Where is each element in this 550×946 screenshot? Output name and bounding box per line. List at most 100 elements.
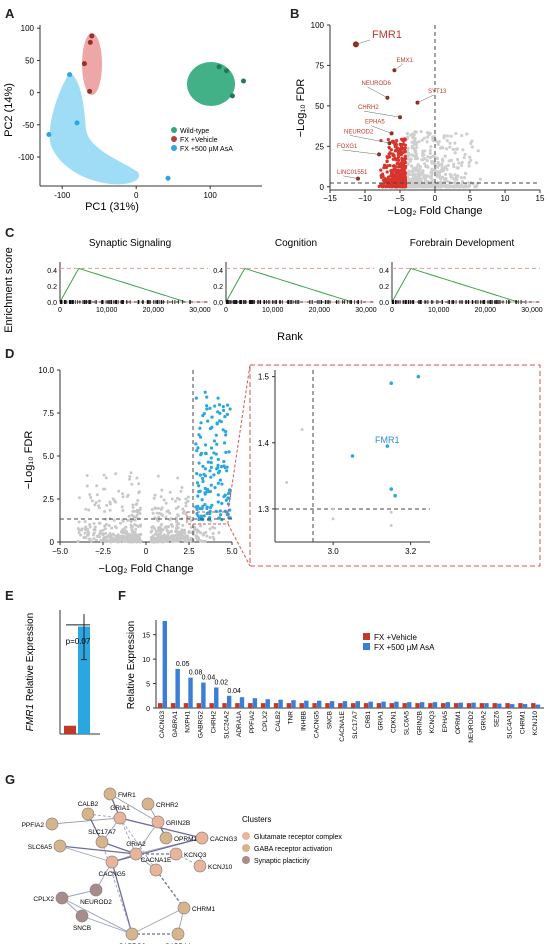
- category-label: KCNQ3: [429, 711, 436, 734]
- legend-glutamate: Glutamate receptor complex: [254, 834, 342, 841]
- zoom-ticks: 3.0 3.2 1.3 1.4 1.5: [258, 373, 417, 556]
- zoom-point: [300, 428, 304, 431]
- grey-point: [440, 163, 444, 167]
- category-label: CRB1: [365, 711, 372, 729]
- grey-point: [177, 522, 181, 526]
- blue-point: [206, 487, 210, 492]
- grey-point: [150, 507, 154, 511]
- grey-point: [114, 472, 118, 476]
- grey-point: [455, 166, 459, 170]
- bar: [239, 697, 245, 708]
- grey-point: [453, 173, 457, 177]
- grey-point: [417, 170, 421, 174]
- grey-point: [443, 177, 447, 181]
- blue-point: [208, 489, 212, 494]
- grey-point: [189, 536, 193, 540]
- grey-point: [437, 174, 441, 178]
- blue-point: [208, 515, 212, 520]
- pca-point: [89, 33, 95, 39]
- category-label: GRIA1: [378, 711, 385, 731]
- grey-point: [464, 183, 468, 187]
- blue-point: [203, 443, 208, 447]
- category-label: CACNG3: [159, 711, 166, 738]
- red-point: [386, 137, 390, 142]
- volcano-plot-b: FMR1 EMX1 NEUROD6 CHRH2 SYT13 EPHA5 NEUROD2 FOX…: [295, 21, 545, 217]
- grey-point: [467, 164, 471, 168]
- grey-point: [413, 184, 417, 188]
- grey-point: [418, 167, 422, 171]
- grey-point: [440, 184, 444, 189]
- blue-point: [221, 408, 226, 412]
- bar: [428, 703, 433, 708]
- grey-point: [406, 135, 410, 139]
- grey-point: [102, 473, 106, 477]
- grey-point: [156, 506, 160, 510]
- y-tick-label: 25: [315, 142, 324, 151]
- grey-point: [158, 533, 162, 537]
- panel-label-e: E: [5, 588, 14, 603]
- red-point: [403, 154, 407, 158]
- red-point: [384, 165, 389, 170]
- grey-point: [179, 531, 183, 535]
- node-label: GRIA2: [126, 841, 146, 848]
- grey-point: [138, 508, 142, 512]
- gsea-x-tick-label: 10,000: [428, 307, 450, 314]
- category-label: CPLX2: [262, 711, 269, 732]
- grey-point: [440, 166, 444, 170]
- grey-point: [109, 535, 113, 539]
- annotation-leader: [367, 86, 388, 99]
- blue-point: [212, 451, 216, 455]
- blue-point: [225, 469, 229, 473]
- grey-point: [121, 536, 125, 540]
- grey-point: [429, 155, 433, 159]
- zoom-point: [385, 444, 390, 448]
- grey-point: [464, 171, 468, 176]
- bar: [441, 703, 446, 708]
- pca-point: [216, 64, 222, 70]
- gene-label: NEUROD6: [362, 81, 392, 87]
- grey-point: [155, 511, 159, 515]
- pca-point: [46, 131, 52, 137]
- grey-point: [174, 520, 178, 524]
- pca-point: [165, 175, 171, 181]
- red-point: [385, 170, 389, 174]
- grey-point: [430, 172, 434, 176]
- blue-point: [216, 500, 220, 504]
- network-node: [103, 787, 117, 801]
- blue-point: [205, 505, 209, 509]
- grey-point: [421, 151, 425, 155]
- gene-label: FMR1: [372, 29, 402, 41]
- grey-point: [437, 140, 441, 144]
- grey-point: [88, 537, 92, 541]
- grey-point: [101, 532, 105, 536]
- grey-point: [159, 530, 163, 534]
- network-node: [171, 927, 185, 941]
- asa-cluster: [49, 72, 140, 185]
- bar: [453, 703, 459, 708]
- grey-point: [165, 528, 169, 532]
- grey-point: [469, 141, 473, 145]
- grey-point: [460, 160, 464, 165]
- expression-bar-chart: Relative Expression 0 5 10 15 CACNG3 GABRA1 N…: [126, 620, 544, 743]
- annotation-leader: [417, 94, 435, 103]
- gsea-x-tick-label: 0: [224, 307, 228, 314]
- y-tick-label: 100: [21, 24, 35, 33]
- grey-point: [122, 527, 126, 531]
- bar: [505, 703, 510, 708]
- volcano-d-blue-points: [194, 390, 232, 522]
- grey-point: [414, 168, 418, 172]
- blue-point: [216, 457, 220, 462]
- bar: [484, 703, 489, 708]
- grey-point: [76, 539, 80, 543]
- red-point: [399, 165, 403, 169]
- grey-point: [452, 165, 456, 169]
- red-point: [398, 177, 402, 181]
- gene-label: FOXG1: [337, 144, 358, 150]
- grey-point: [76, 527, 80, 531]
- grey-point: [138, 532, 142, 536]
- node-label: SLC17A7: [88, 829, 116, 836]
- y-tick-label: 15: [142, 633, 150, 640]
- grey-point: [451, 185, 455, 189]
- grey-point: [418, 177, 422, 182]
- blue-point: [213, 404, 217, 408]
